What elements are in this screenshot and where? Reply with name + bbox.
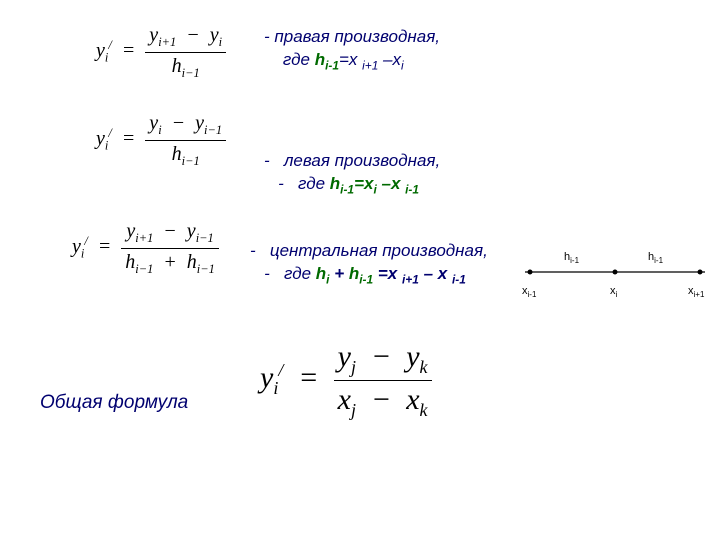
row-general-formula: yi/ = yj − yk xj − xk: [260, 340, 432, 421]
x-mid-label: xi: [610, 285, 618, 299]
formula-left: yi/ = yi − yi−1 hi−1: [96, 112, 226, 168]
row-right-derivative: yi/ = yi+1 − yi hi−1: [96, 24, 226, 80]
point-mid: [613, 270, 618, 275]
point-left: [528, 270, 533, 275]
general-label: Общая формула: [40, 392, 188, 414]
number-line-diagram: hi-1 hi-1 xi-1 xi xi+1: [520, 242, 710, 312]
h-right-label: hi-1: [648, 251, 664, 265]
lhs-y: y: [96, 40, 105, 62]
formula-general: yi/ = yj − yk xj − xk: [260, 340, 432, 421]
fraction-right: yi+1 − yi hi−1: [145, 24, 226, 80]
fraction-left: yi − yi−1 hi−1: [145, 112, 226, 168]
desc-left: - левая производная, - где hi-1=xi –x i-…: [264, 150, 440, 197]
desc-central: - центральная производная, - где hi + hi…: [250, 240, 488, 287]
fraction-central: yi+1 − yi−1 hi−1 + hi−1: [121, 220, 219, 276]
row-left-derivative: yi/ = yi − yi−1 hi−1: [96, 112, 226, 168]
formula-right: yi/ = yi+1 − yi hi−1: [96, 24, 226, 80]
h-left-label: hi-1: [564, 251, 580, 265]
x-right-label: xi+1: [688, 285, 705, 299]
x-left-label: xi-1: [522, 285, 537, 299]
fraction-general: yj − yk xj − xk: [334, 340, 432, 421]
formula-central: yi/ = yi+1 − yi−1 hi−1 + hi−1: [72, 220, 219, 276]
row-central-derivative: yi/ = yi+1 − yi−1 hi−1 + hi−1: [72, 220, 219, 276]
diagram-svg: hi-1 hi-1 xi-1 xi xi+1: [520, 242, 710, 312]
point-right: [698, 270, 703, 275]
desc-right: - правая производная, где hi-1=x i+1 –xi: [264, 26, 440, 73]
